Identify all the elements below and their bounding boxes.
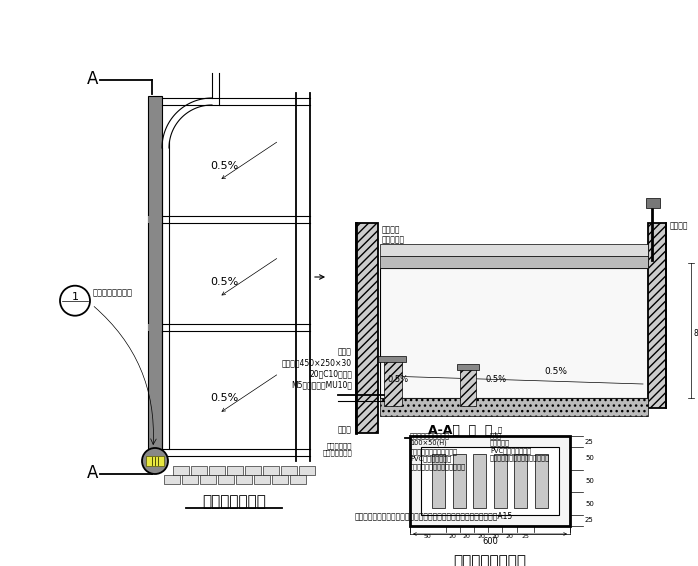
Bar [453, 454, 466, 508]
Text: 25: 25 [585, 439, 594, 445]
Bar [148, 216, 162, 224]
Text: 20: 20 [505, 534, 514, 539]
Bar [493, 454, 507, 508]
Bar [514, 454, 527, 508]
Text: 宽: 宽 [498, 427, 503, 434]
Text: 建筑栏杆: 建筑栏杆 [670, 221, 688, 230]
Text: 建筑完成面: 建筑完成面 [382, 235, 405, 245]
Bar [254, 475, 270, 484]
Text: 雨水篦子平面大样: 雨水篦子平面大样 [93, 288, 133, 297]
Bar [535, 454, 547, 508]
Text: 种植土
土工布一道
PVC雨水辊水板成品
建筑顶板（建筑已做防水、找坡）: 种植土 土工布一道 PVC雨水辊水板成品 建筑顶板（建筑已做防水、找坡） [490, 432, 550, 461]
Text: 25: 25 [521, 534, 530, 539]
Bar [182, 475, 198, 484]
Text: 0.5%: 0.5% [210, 161, 238, 171]
Bar [380, 256, 648, 268]
Text: 50: 50 [585, 456, 594, 461]
Bar [290, 475, 306, 484]
Text: M5水泥砂浆砌MU10砖: M5水泥砂浆砌MU10砖 [291, 380, 352, 389]
Bar [164, 475, 180, 484]
Bar [457, 364, 479, 370]
Bar [648, 223, 666, 408]
Text: A: A [87, 70, 98, 88]
Text: 20: 20 [463, 534, 471, 539]
Text: 空中花园平面图: 空中花园平面图 [202, 495, 266, 509]
Text: 1: 1 [71, 291, 78, 302]
Text: 20: 20 [449, 534, 456, 539]
Bar [191, 466, 207, 475]
Circle shape [142, 448, 168, 474]
Bar [356, 223, 378, 433]
Text: 25: 25 [585, 517, 594, 524]
Bar [378, 356, 406, 362]
Bar [227, 466, 243, 475]
Text: 雨水篦子450×250×30: 雨水篦子450×250×30 [282, 358, 352, 367]
Text: 建筑墙体: 建筑墙体 [382, 225, 401, 234]
Bar [299, 466, 315, 475]
Text: 雨水篦子平面大样: 雨水篦子平面大样 [454, 554, 526, 566]
Bar [218, 475, 234, 484]
Bar [421, 447, 559, 515]
Text: 20厚C10混凝土: 20厚C10混凝土 [309, 370, 352, 379]
Text: 20: 20 [477, 534, 485, 539]
Bar [148, 96, 162, 466]
Text: A: A [87, 464, 98, 482]
Text: 0.5%: 0.5% [388, 375, 409, 384]
Text: 50: 50 [585, 500, 594, 507]
Bar [272, 475, 288, 484]
Bar [380, 244, 648, 256]
Bar [263, 466, 279, 475]
Bar [236, 475, 252, 484]
Text: 600: 600 [482, 537, 498, 546]
Bar [380, 268, 648, 398]
Bar [384, 360, 402, 406]
Text: 预留疏水孔，
土工布端头固定: 预留疏水孔， 土工布端头固定 [322, 442, 352, 456]
Text: 0.5%: 0.5% [210, 393, 238, 404]
Bar [173, 466, 189, 475]
Bar [245, 466, 261, 475]
Text: 固定钉: 固定钉 [338, 348, 352, 357]
Text: 0.5%: 0.5% [210, 277, 238, 287]
Bar [460, 368, 476, 406]
Bar [646, 198, 660, 208]
Bar [433, 454, 445, 508]
Text: 20: 20 [491, 534, 499, 539]
Text: 疏氟反渗预留管疏水孔
100×50(H): 疏氟反渗预留管疏水孔 100×50(H) [410, 432, 450, 446]
Text: 50: 50 [585, 478, 594, 484]
Bar [380, 398, 648, 416]
Bar [148, 324, 162, 331]
Bar [209, 466, 225, 475]
Circle shape [60, 286, 90, 316]
Text: A-A剖  面  图: A-A剖 面 图 [428, 423, 492, 436]
Bar [281, 466, 297, 475]
Text: 注：雨水篦子采用复合材料（不饱和聚酯树脂混绿色）篦板，荷载等级A15: 注：雨水篦子采用复合材料（不饱和聚酯树脂混绿色）篦板，荷载等级A15 [355, 512, 513, 521]
Bar [200, 475, 216, 484]
Text: 疏氟反渗（建筑己做防水）
PVC雨水辊水板成品
土工布一道（土工布端头固定）: 疏氟反渗（建筑己做防水） PVC雨水辊水板成品 土工布一道（土工布端头固定） [410, 448, 466, 470]
Text: 50: 50 [424, 534, 431, 539]
Bar [473, 454, 487, 508]
Bar [146, 456, 164, 466]
Bar [410, 436, 570, 526]
Text: 0.5%: 0.5% [485, 375, 506, 384]
Text: 疏水管: 疏水管 [338, 426, 352, 435]
Text: 0.5%: 0.5% [544, 367, 567, 376]
Text: 800: 800 [693, 328, 698, 337]
